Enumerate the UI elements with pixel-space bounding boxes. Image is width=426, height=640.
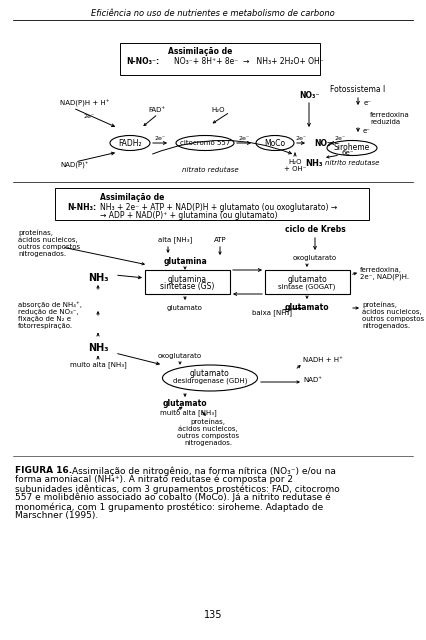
Text: FIGURA 16.: FIGURA 16. bbox=[15, 466, 72, 475]
Text: 2e⁻: 2e⁻ bbox=[296, 136, 307, 141]
Text: sintase (GOGAT): sintase (GOGAT) bbox=[278, 284, 336, 291]
Text: reduzida: reduzida bbox=[370, 119, 400, 125]
Text: e⁻: e⁻ bbox=[363, 128, 371, 134]
Text: MoCo: MoCo bbox=[265, 138, 285, 147]
Text: outros compostos: outros compostos bbox=[362, 316, 424, 322]
Text: 2e⁻: 2e⁻ bbox=[239, 136, 250, 141]
Text: outros compostos: outros compostos bbox=[18, 244, 80, 250]
Text: proteínas,: proteínas, bbox=[362, 301, 397, 308]
Ellipse shape bbox=[162, 365, 257, 391]
Text: 2e⁻: 2e⁻ bbox=[334, 136, 345, 141]
Text: FAD⁺: FAD⁺ bbox=[148, 107, 165, 113]
Ellipse shape bbox=[176, 136, 234, 150]
Text: Assimilação de nitrogênio, na forma nítrica (NO₃⁻) e/ou na: Assimilação de nitrogênio, na forma nítr… bbox=[72, 466, 336, 476]
Text: ácidos nucleicos,: ácidos nucleicos, bbox=[362, 308, 422, 316]
Text: desidrogenase (GDH): desidrogenase (GDH) bbox=[173, 378, 247, 384]
Text: e⁻: e⁻ bbox=[364, 100, 372, 106]
Text: forma amoniacal (NH₄⁺). A nitrato redutase é composta por 2: forma amoniacal (NH₄⁺). A nitrato reduta… bbox=[15, 475, 293, 484]
Text: absorção de NH₄⁺,: absorção de NH₄⁺, bbox=[18, 301, 82, 308]
Text: FADH₂: FADH₂ bbox=[118, 138, 142, 147]
Text: ferredoxina,: ferredoxina, bbox=[360, 267, 402, 273]
FancyBboxPatch shape bbox=[55, 188, 369, 220]
Text: ferredoxina: ferredoxina bbox=[370, 112, 410, 118]
Text: Marschner (1995).: Marschner (1995). bbox=[15, 511, 98, 520]
Text: NAD(P)⁺: NAD(P)⁺ bbox=[60, 161, 89, 168]
Text: muito alta [NH₃]: muito alta [NH₃] bbox=[160, 410, 217, 417]
Text: Eficiência no uso de nutrientes e metabolismo de carbono: Eficiência no uso de nutrientes e metabo… bbox=[91, 8, 335, 17]
Text: NO₃⁻+ 8H⁺+ 8e⁻  →   NH₃+ 2H₂O+ OH⁻: NO₃⁻+ 8H⁺+ 8e⁻ → NH₃+ 2H₂O+ OH⁻ bbox=[174, 58, 324, 67]
FancyBboxPatch shape bbox=[265, 270, 350, 294]
Text: nitrogenados.: nitrogenados. bbox=[362, 323, 410, 329]
Ellipse shape bbox=[110, 136, 150, 150]
Text: NH₃: NH₃ bbox=[88, 343, 108, 353]
Text: NO₃⁻: NO₃⁻ bbox=[299, 90, 319, 99]
Text: citocromo 557: citocromo 557 bbox=[180, 140, 230, 146]
FancyBboxPatch shape bbox=[120, 43, 320, 75]
Text: glutamina: glutamina bbox=[167, 275, 207, 284]
Text: N-NO₃⁻:: N-NO₃⁻: bbox=[126, 58, 159, 67]
Text: fixação de N₂ e: fixação de N₂ e bbox=[18, 316, 71, 322]
Text: H₂O: H₂O bbox=[211, 107, 225, 113]
Text: NH₃ + 2e⁻ + ATP + NAD(P)H + glutamato (ou oxoglutarato) →: NH₃ + 2e⁻ + ATP + NAD(P)H + glutamato (o… bbox=[100, 202, 337, 211]
Text: redução de NO₃⁻,: redução de NO₃⁻, bbox=[18, 309, 79, 315]
Text: glutamato: glutamato bbox=[190, 369, 230, 378]
Text: baixa [NH₃]: baixa [NH₃] bbox=[252, 310, 292, 316]
Text: alta [NH₃]: alta [NH₃] bbox=[158, 237, 192, 243]
Text: NO₂⁻: NO₂⁻ bbox=[314, 138, 334, 147]
Text: Siroheme: Siroheme bbox=[334, 143, 370, 152]
Text: proteínas,: proteínas, bbox=[18, 230, 53, 236]
Text: ciclo de Krebs: ciclo de Krebs bbox=[285, 225, 345, 234]
Text: outros compostos: outros compostos bbox=[177, 433, 239, 439]
Text: ATP: ATP bbox=[214, 237, 226, 243]
Text: 2e⁻, NAD(P)H.: 2e⁻, NAD(P)H. bbox=[360, 274, 409, 280]
Text: nitrito redutase: nitrito redutase bbox=[325, 160, 379, 166]
Text: 6e⁻: 6e⁻ bbox=[342, 150, 354, 156]
Text: NAD⁺: NAD⁺ bbox=[303, 377, 322, 383]
Text: → ADP + NAD(P)⁺ + glutamina (ou glutamato): → ADP + NAD(P)⁺ + glutamina (ou glutamat… bbox=[100, 211, 277, 221]
Text: sintetase (GS): sintetase (GS) bbox=[160, 282, 214, 291]
Text: Fotossistema I: Fotossistema I bbox=[331, 86, 386, 95]
Text: 2e⁻: 2e⁻ bbox=[155, 136, 166, 141]
Text: subunidades idênticas, com 3 grupamentos prostéticos: FAD, citocromo: subunidades idênticas, com 3 grupamentos… bbox=[15, 484, 340, 493]
Text: N-NH₃:: N-NH₃: bbox=[67, 202, 96, 211]
Ellipse shape bbox=[327, 141, 377, 156]
Text: 135: 135 bbox=[204, 610, 222, 620]
Text: nitrogenados.: nitrogenados. bbox=[18, 251, 66, 257]
Text: H₂O: H₂O bbox=[288, 159, 302, 165]
Text: glutamina: glutamina bbox=[163, 257, 207, 266]
Text: glutamato: glutamato bbox=[167, 305, 203, 311]
Text: NAD(P)H + H⁺: NAD(P)H + H⁺ bbox=[60, 99, 109, 107]
Text: NADH + H⁺: NADH + H⁺ bbox=[303, 357, 343, 363]
Text: NH₃: NH₃ bbox=[88, 273, 108, 283]
Text: monomérica, com 1 grupamento prostético: siroheme. Adaptado de: monomérica, com 1 grupamento prostético:… bbox=[15, 502, 323, 511]
Text: + OH⁻: + OH⁻ bbox=[284, 166, 306, 172]
Text: muito alta [NH₃]: muito alta [NH₃] bbox=[69, 362, 127, 369]
Text: glutamato: glutamato bbox=[287, 275, 327, 284]
Text: 557 e molibdênio associado ao cobalto (MoCo). Já a nitrito redutase é: 557 e molibdênio associado ao cobalto (M… bbox=[15, 493, 331, 502]
Text: proteínas,: proteínas, bbox=[190, 419, 225, 425]
Text: ácidos nucleicos,: ácidos nucleicos, bbox=[178, 426, 238, 432]
Text: glutamato: glutamato bbox=[285, 303, 329, 312]
Text: ácidos nucleicos,: ácidos nucleicos, bbox=[18, 237, 78, 243]
Text: fotorrespiração.: fotorrespiração. bbox=[18, 323, 73, 329]
Text: nitrogenados.: nitrogenados. bbox=[184, 440, 232, 446]
Text: oxoglutarato: oxoglutarato bbox=[158, 353, 202, 359]
FancyBboxPatch shape bbox=[145, 270, 230, 294]
Text: 2e⁻: 2e⁻ bbox=[83, 115, 94, 120]
Text: nitrato redutase: nitrato redutase bbox=[181, 167, 238, 173]
Ellipse shape bbox=[256, 136, 294, 150]
Text: NH₃: NH₃ bbox=[305, 159, 323, 168]
Text: oxoglutarato: oxoglutarato bbox=[293, 255, 337, 261]
Text: Assimilação de: Assimilação de bbox=[168, 47, 232, 56]
Text: glutamato: glutamato bbox=[163, 399, 207, 408]
Text: Assimilação de: Assimilação de bbox=[100, 193, 164, 202]
